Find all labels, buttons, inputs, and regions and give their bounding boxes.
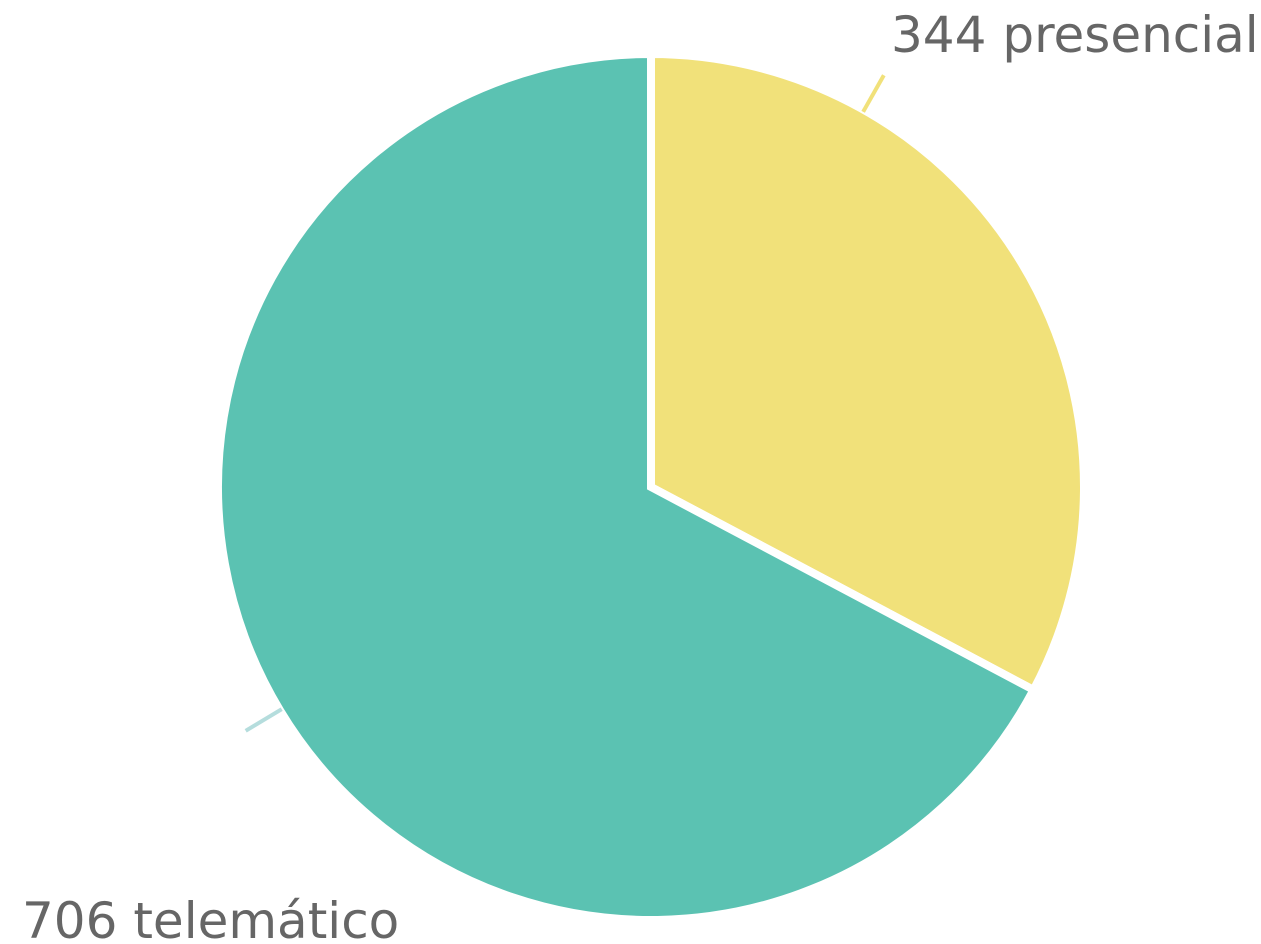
- slices-layer: [214, 49, 1088, 924]
- leader-lines-layer: [244, 74, 886, 733]
- leader-line-telematico: [244, 707, 283, 733]
- pie-slice-presencial: [647, 49, 1088, 696]
- slice-label-presencial: 344 presencial: [891, 6, 1259, 64]
- leader-line-presencial: [861, 74, 886, 113]
- labels-layer: 344 presencial 706 telemático: [22, 6, 1259, 944]
- slice-label-telematico: 706 telemático: [22, 892, 399, 944]
